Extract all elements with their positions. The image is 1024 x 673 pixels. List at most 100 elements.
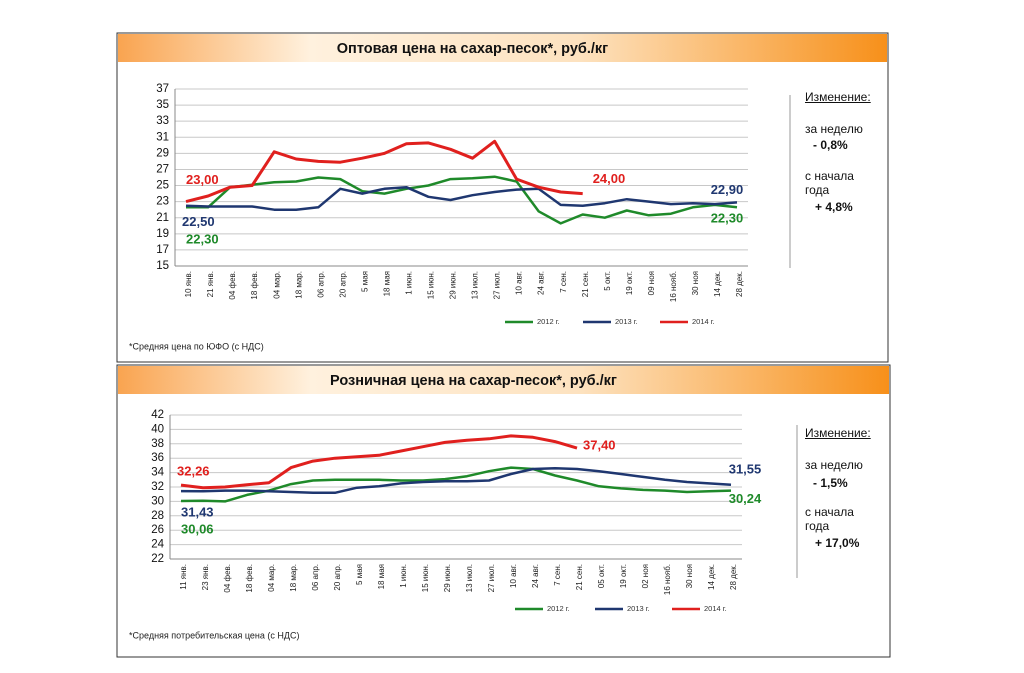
x-tick-label: 06 апр.: [311, 564, 320, 591]
x-tick-label: 14 дек.: [707, 564, 716, 590]
chart-title: Розничная цена на сахар-песок*, руб./кг: [330, 373, 617, 389]
x-tick-label: 1 июн.: [399, 564, 408, 588]
x-tick-label: 05 окт.: [597, 564, 606, 588]
y-tick-label: 36: [151, 452, 164, 464]
start-label: 22,30: [186, 232, 219, 247]
start-label: 32,26: [177, 464, 210, 479]
panel-title: Изменение:: [805, 90, 871, 104]
x-tick-label: 21 сен.: [581, 271, 590, 297]
title-band: [118, 34, 887, 62]
series-line: [186, 175, 738, 225]
panel-ytd-value: + 17,0%: [815, 536, 860, 550]
x-tick-label: 23 янв.: [201, 564, 210, 590]
footnote: *Средняя цена по ЮФО (с НДС): [129, 341, 264, 351]
x-tick-label: 20 апр.: [333, 564, 342, 591]
x-tick-label: 15 июн.: [421, 564, 430, 592]
end-label: 30,24: [729, 491, 762, 506]
x-tick-label: 18 фев.: [250, 271, 259, 300]
panel-week-label: за неделю: [805, 122, 863, 136]
y-tick-label: 21: [156, 212, 169, 224]
legend-label: 2014 г.: [704, 604, 727, 613]
y-tick-label: 31: [156, 131, 169, 143]
x-tick-label: 30 ноя: [691, 271, 700, 295]
panel-ytd-label: с начала года: [805, 169, 854, 197]
y-tick-label: 26: [151, 524, 164, 536]
series-line: [180, 467, 732, 495]
end-label: 24,00: [593, 171, 626, 186]
y-tick-label: 15: [156, 260, 169, 272]
y-tick-label: 19: [156, 228, 169, 240]
x-tick-label: 06 апр.: [316, 271, 325, 298]
end-label: 22,30: [711, 211, 744, 226]
x-tick-label: 13 июл.: [465, 564, 474, 592]
x-tick-label: 16 нояб.: [669, 271, 678, 302]
start-label: 30,06: [181, 521, 214, 536]
x-tick-label: 09 ноя: [647, 271, 656, 295]
x-tick-label: 04 фев.: [223, 564, 232, 593]
x-tick-label: 18 мая: [382, 271, 391, 296]
legend-label: 2014 г.: [692, 317, 715, 326]
x-tick-label: 24 авг.: [531, 564, 540, 588]
start-label: 31,43: [181, 505, 214, 520]
y-tick-label: 22: [151, 553, 164, 565]
x-tick-label: 19 окт.: [625, 271, 634, 295]
x-tick-label: 14 дек.: [713, 271, 722, 297]
y-tick-label: 28: [151, 510, 164, 522]
x-tick-label: 18 мар.: [289, 564, 298, 592]
y-tick-label: 38: [151, 438, 164, 450]
panel-ytd-label: с начала года: [805, 505, 854, 533]
chart-frame: [116, 32, 889, 363]
panel-week-label: за неделю: [805, 458, 863, 472]
series-line: [185, 185, 738, 211]
start-label: 23,00: [186, 172, 219, 187]
x-tick-label: 29 июн.: [443, 564, 452, 592]
x-tick-label: 7 сен.: [559, 271, 568, 293]
legend-label: 2012 г.: [547, 604, 570, 613]
legend-label: 2013 г.: [627, 604, 650, 613]
footnote: *Средняя потребительская цена (с НДС): [129, 630, 300, 640]
series-line: [180, 466, 732, 503]
x-tick-label: 11 янв.: [179, 564, 188, 590]
x-tick-label: 04 мар.: [272, 271, 281, 299]
x-tick-label: 10 авг.: [515, 271, 524, 295]
y-tick-label: 42: [151, 409, 164, 421]
chart-frame: [116, 364, 891, 658]
y-tick-label: 17: [156, 244, 169, 256]
x-tick-label: 20 апр.: [338, 271, 347, 298]
x-tick-label: 28 дек.: [735, 271, 744, 297]
x-tick-label: 7 сен.: [553, 564, 562, 586]
y-tick-label: 34: [151, 467, 164, 479]
x-tick-label: 21 янв.: [206, 271, 215, 297]
panel-ytd-value: + 4,8%: [815, 200, 853, 214]
x-tick-label: 29 июн.: [449, 271, 458, 299]
x-tick-label: 19 окт.: [619, 564, 628, 588]
x-tick-label: 18 фев.: [245, 564, 254, 593]
panel-week-value: - 1,5%: [813, 476, 848, 490]
x-tick-label: 5 окт.: [603, 271, 612, 291]
y-tick-label: 33: [156, 115, 169, 127]
y-tick-label: 30: [151, 495, 164, 507]
x-tick-label: 28 дек.: [729, 564, 738, 590]
x-tick-label: 21 сен.: [575, 564, 584, 590]
legend-label: 2012 г.: [537, 317, 560, 326]
x-tick-label: 18 мар.: [294, 271, 303, 299]
y-tick-label: 24: [151, 539, 164, 551]
x-tick-label: 1 июн.: [405, 271, 414, 295]
x-tick-label: 18 мая: [377, 564, 386, 589]
y-tick-label: 25: [156, 180, 169, 192]
y-tick-label: 37: [156, 83, 169, 95]
y-tick-label: 29: [156, 147, 169, 159]
y-tick-label: 32: [151, 481, 164, 493]
x-tick-label: 27 июл.: [493, 271, 502, 299]
series-line: [185, 139, 583, 204]
x-tick-label: 10 авг.: [509, 564, 518, 588]
start-label: 22,50: [182, 214, 215, 229]
x-tick-label: 10 янв.: [184, 271, 193, 297]
x-tick-label: 13 июл.: [471, 271, 480, 299]
panel-title: Изменение:: [805, 426, 871, 440]
y-tick-label: 40: [151, 423, 164, 435]
title-band: [118, 366, 889, 394]
x-tick-label: 30 ноя: [685, 564, 694, 588]
